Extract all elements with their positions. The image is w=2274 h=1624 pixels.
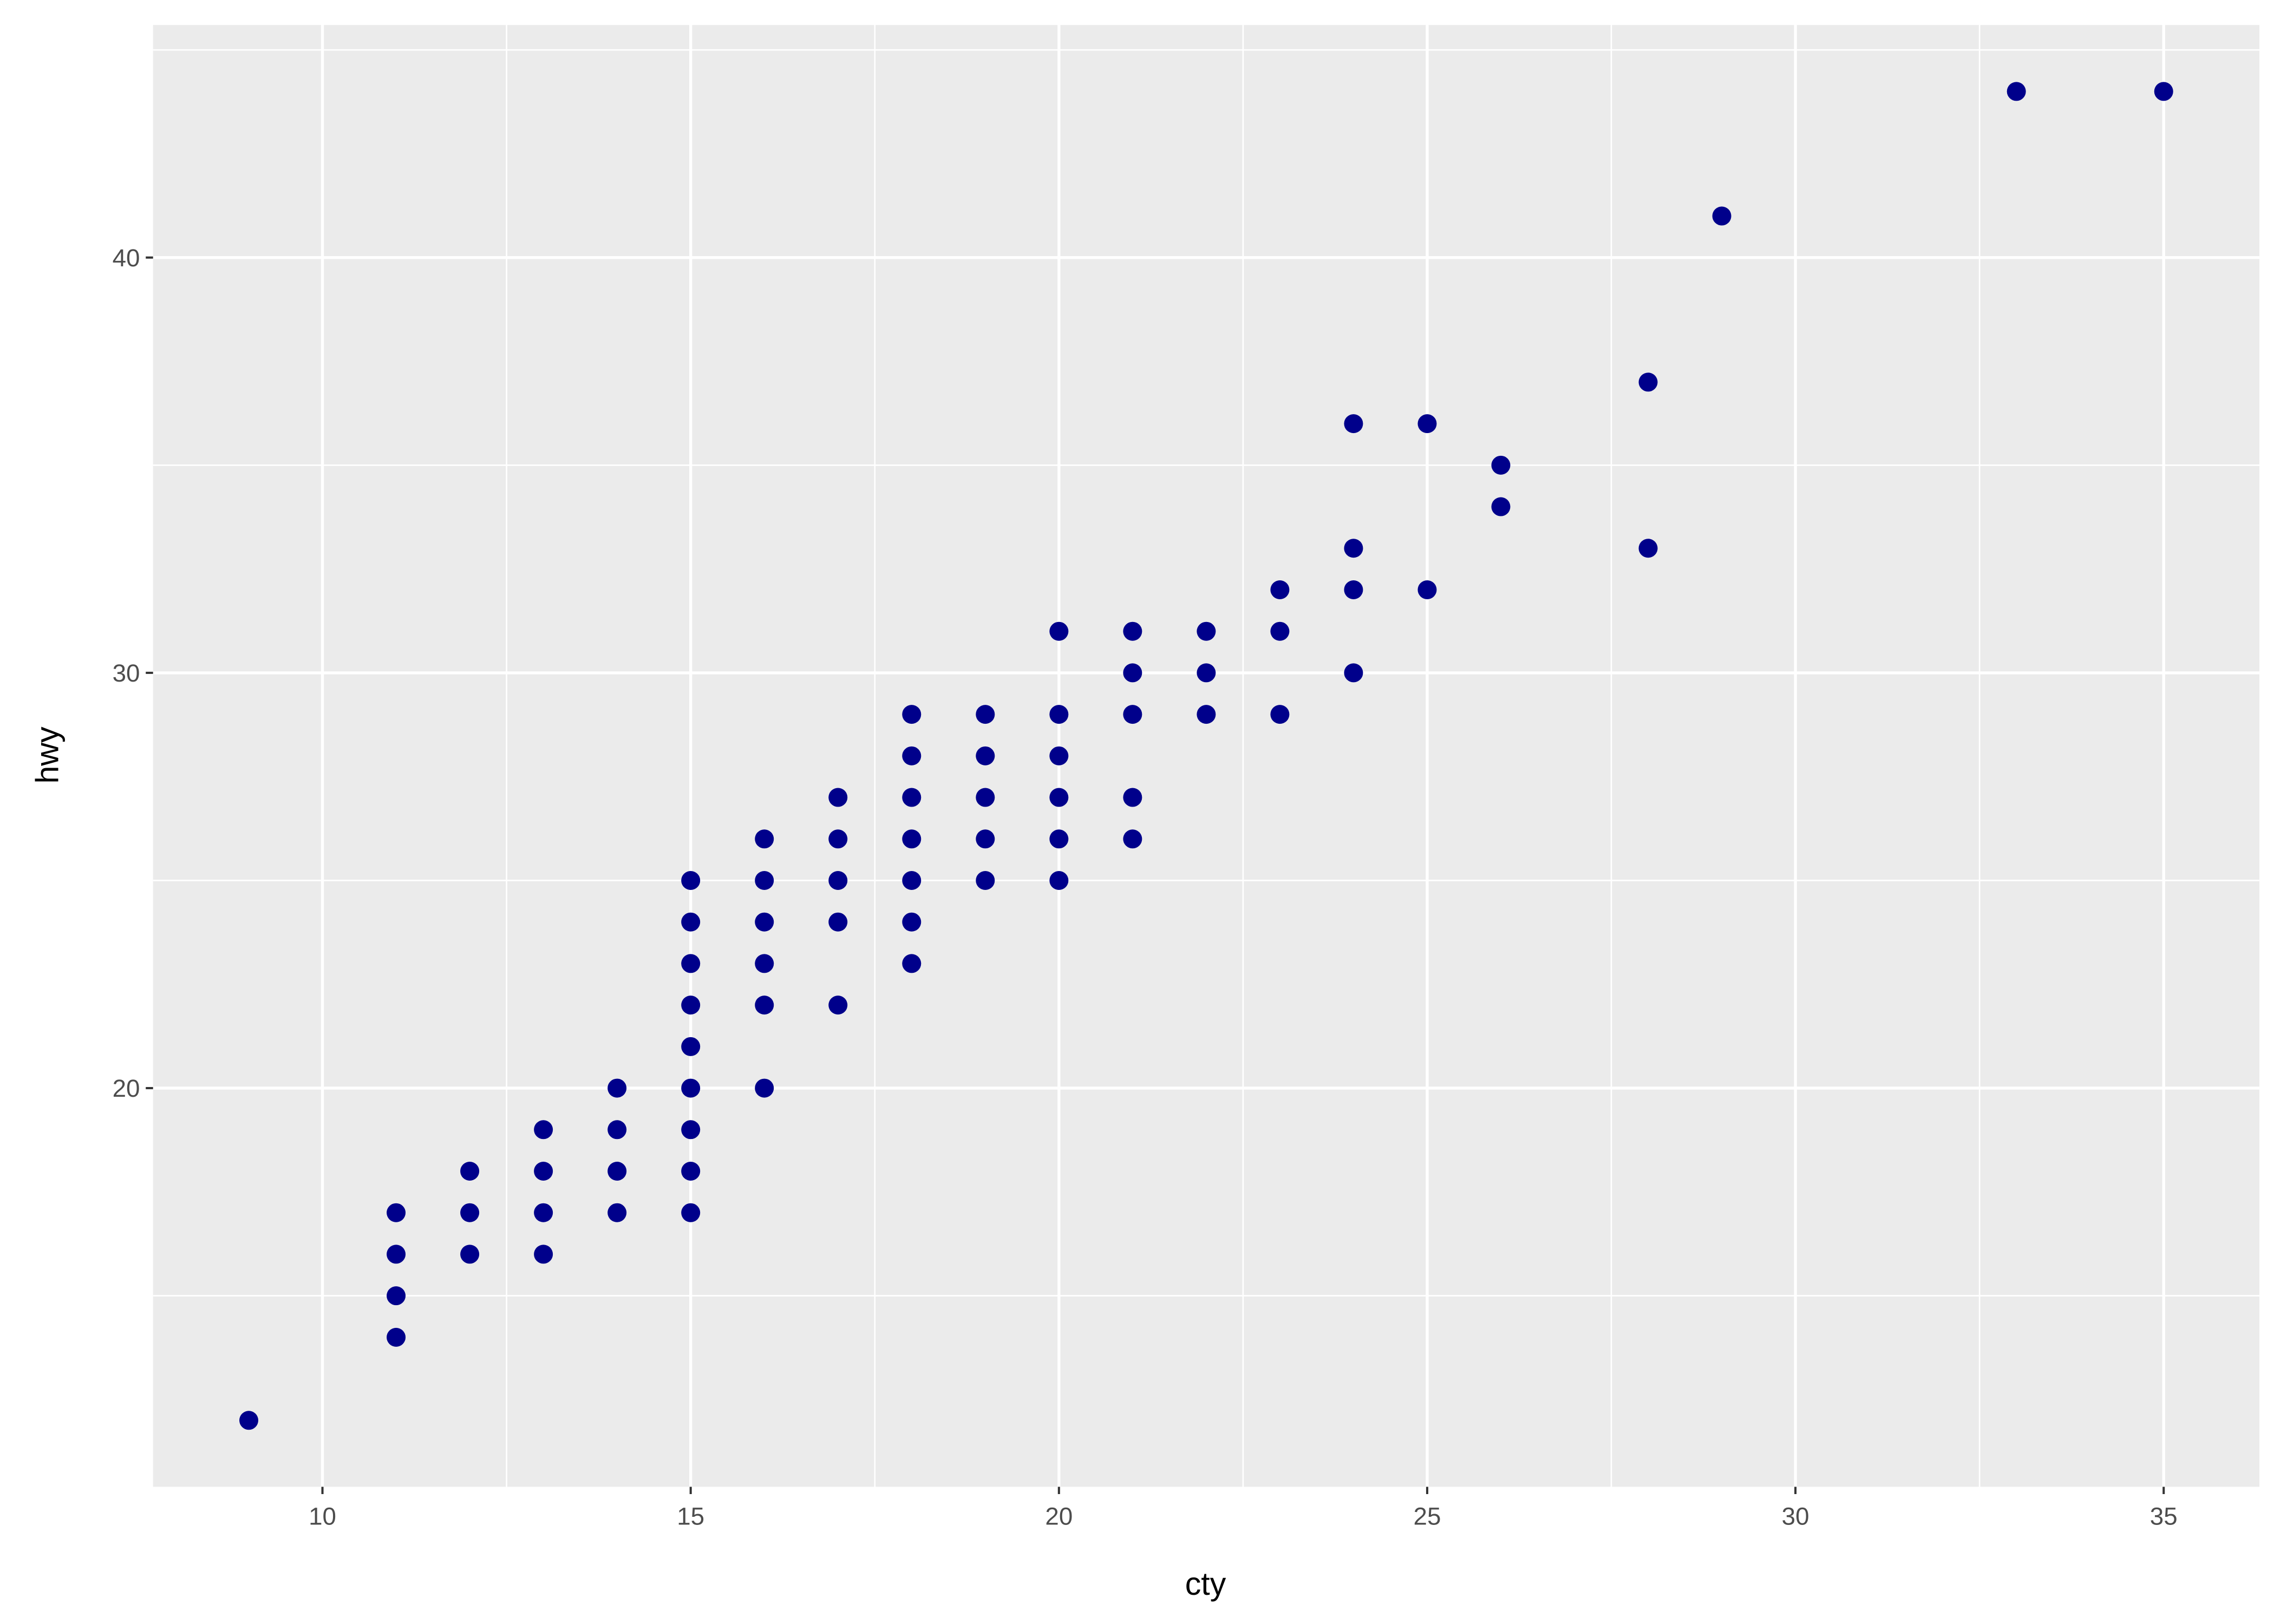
data-point [902,829,922,849]
data-point [976,788,995,807]
data-point [1197,621,1216,641]
data-point [460,1245,480,1264]
x-tick-label: 25 [1414,1503,1441,1530]
data-point [1123,829,1142,849]
data-point [239,1411,259,1430]
data-point [460,1203,480,1222]
data-point [1638,372,1658,392]
data-point [681,1162,701,1181]
data-point [976,829,995,849]
y-tick-label: 40 [113,244,140,272]
data-point [1049,621,1069,641]
data-point [828,996,848,1015]
data-point [1344,539,1363,558]
data-point [755,954,774,973]
x-tick-label: 15 [677,1503,704,1530]
data-point [828,829,848,849]
data-point [828,912,848,932]
data-point [1123,705,1142,724]
data-point [1491,455,1511,475]
data-point [387,1327,406,1347]
data-point [681,912,701,932]
data-point [902,912,922,932]
data-point [1049,829,1069,849]
data-point [1344,414,1363,434]
x-tick-label: 10 [309,1503,336,1530]
x-axis: 10 15 20 25 30 35 [309,1487,2178,1530]
data-point [534,1162,553,1181]
data-point [1049,705,1069,724]
data-point [755,870,774,890]
data-point [2154,82,2173,101]
data-point [534,1245,553,1264]
data-point [1270,580,1290,599]
data-point [607,1162,627,1181]
data-point [976,746,995,765]
y-axis: 20 30 40 [113,244,153,1102]
data-point [387,1203,406,1222]
data-point [976,705,995,724]
data-point [1712,206,1731,226]
data-point [681,954,701,973]
data-point [902,954,922,973]
data-point [1123,663,1142,683]
data-point [755,996,774,1015]
x-axis-title: cty [1185,1566,1226,1602]
data-point [534,1203,553,1222]
data-point [1417,580,1437,599]
data-point [681,1120,701,1140]
minor-gridlines [153,25,2260,1487]
data-point [1197,705,1216,724]
data-point [681,996,701,1015]
data-point [1123,621,1142,641]
data-point [1491,497,1511,516]
data-point [1123,788,1142,807]
x-tick-label: 20 [1045,1503,1073,1530]
data-point [902,870,922,890]
data-point [681,1203,701,1222]
data-point [1270,705,1290,724]
y-tick-label: 30 [113,659,140,687]
data-point [607,1203,627,1222]
data-point [681,870,701,890]
data-point [681,1037,701,1056]
data-point [1344,663,1363,683]
data-point [755,829,774,849]
data-point [902,746,922,765]
data-point [534,1120,553,1140]
data-point [460,1162,480,1181]
data-point [607,1078,627,1098]
data-point [1049,870,1069,890]
data-point [902,705,922,724]
panel-background [153,25,2260,1487]
data-point [1049,746,1069,765]
data-point [387,1286,406,1306]
data-point [1344,580,1363,599]
data-point [755,912,774,932]
data-point [755,1078,774,1098]
data-point [1197,663,1216,683]
data-point [1270,621,1290,641]
data-point [828,870,848,890]
data-point [1417,414,1437,434]
x-tick-label: 35 [2150,1503,2178,1530]
data-point [607,1120,627,1140]
data-point [828,788,848,807]
data-points [239,82,2173,1430]
y-tick-label: 20 [113,1075,140,1102]
data-point [1049,788,1069,807]
data-point [1638,539,1658,558]
data-point [976,870,995,890]
data-point [2007,82,2026,101]
data-point [387,1245,406,1264]
data-point [681,1078,701,1098]
data-point [902,788,922,807]
x-tick-label: 30 [1782,1503,1809,1530]
y-axis-title: hwy [29,726,66,784]
